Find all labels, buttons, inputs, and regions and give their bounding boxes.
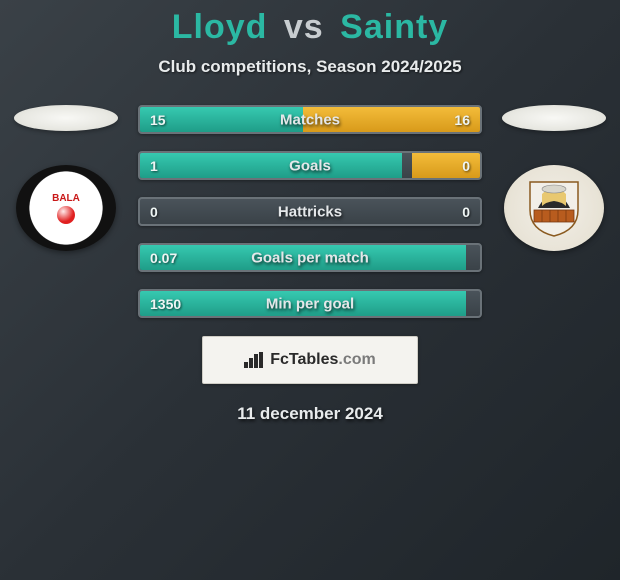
right-side xyxy=(500,105,608,251)
brand-suffix: .com xyxy=(338,351,375,368)
bar-chart-icon xyxy=(244,352,264,368)
stat-value-right: 0 xyxy=(462,158,470,174)
stat-row: 1350 Min per goal xyxy=(138,289,482,318)
stat-value-right: 0 xyxy=(462,204,470,220)
player1-name: Lloyd xyxy=(172,8,268,46)
stat-label: Min per goal xyxy=(266,295,354,312)
stat-value-left: 0.07 xyxy=(150,250,177,266)
stat-bar-left xyxy=(140,153,402,178)
stat-value-left: 1350 xyxy=(150,296,181,312)
crest-icon xyxy=(522,176,586,240)
page-title: Lloyd vs Sainty xyxy=(0,8,620,47)
stat-row: 1 0 Goals xyxy=(138,151,482,180)
stat-label: Hattricks xyxy=(278,203,342,220)
subtitle: Club competitions, Season 2024/2025 xyxy=(0,57,620,77)
stat-value-left: 1 xyxy=(150,158,158,174)
stat-label: Matches xyxy=(280,111,340,128)
left-side: BALA xyxy=(12,105,120,251)
left-ellipse-shadow xyxy=(14,105,118,131)
stat-value-left: 15 xyxy=(150,112,166,128)
stat-row: 0 0 Hattricks xyxy=(138,197,482,226)
stat-bars: 15 16 Matches 1 0 Goals 0 0 Hattricks 0.07 Goals p… xyxy=(138,105,482,318)
brand-footer[interactable]: FcTables.com xyxy=(202,336,418,384)
ball-icon xyxy=(57,206,75,224)
right-club-logo xyxy=(504,165,604,251)
date-label: 11 december 2024 xyxy=(0,404,620,424)
brand-text: FcTables.com xyxy=(270,351,376,369)
stat-row: 0.07 Goals per match xyxy=(138,243,482,272)
vs-separator: vs xyxy=(284,8,324,46)
player2-name: Sainty xyxy=(340,8,448,46)
comparison-card: Lloyd vs Sainty Club competitions, Seaso… xyxy=(0,0,620,424)
left-club-logo: BALA xyxy=(16,165,116,251)
content-row: BALA 15 16 Matches 1 0 Goals 0 0 Hattricks 0.07 Go… xyxy=(0,105,620,318)
stat-label: Goals xyxy=(289,157,331,174)
right-ellipse-shadow xyxy=(502,105,606,131)
stat-value-left: 0 xyxy=(150,204,158,220)
stat-label: Goals per match xyxy=(251,249,369,266)
left-badge-text: BALA xyxy=(52,193,80,204)
stat-value-right: 16 xyxy=(454,112,470,128)
brand-main: FcTables xyxy=(270,351,338,368)
left-club-logo-inner: BALA xyxy=(37,179,95,237)
stat-row: 15 16 Matches xyxy=(138,105,482,134)
